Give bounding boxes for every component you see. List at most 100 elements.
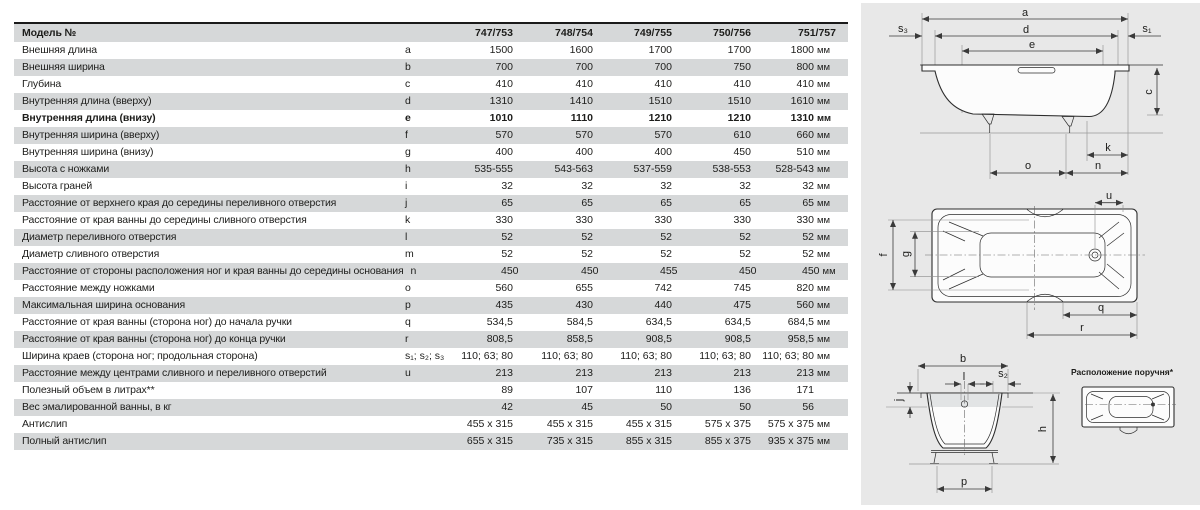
value-cell: 570 — [654, 129, 672, 141]
value-cell: 538-553 — [712, 163, 751, 175]
value-cell: 400 — [575, 146, 593, 158]
dim-label-o: o — [1025, 160, 1031, 172]
unit-label: мм — [817, 147, 831, 158]
value-cell-with-unit: 52 мм — [751, 246, 848, 263]
end-view-diagram: b — [886, 353, 1060, 493]
value-cell: 110; 63; 80 — [699, 350, 751, 362]
table-row: Внешняя длина a 1500 1600 1700 1700 1800 мм — [14, 42, 848, 59]
value-cell: 745 — [733, 282, 751, 294]
dim-letter: k — [405, 214, 411, 226]
value-cell: 1010 — [489, 112, 513, 124]
value-cell: 410 — [495, 78, 513, 90]
dim-label-a: a — [1022, 7, 1029, 19]
value-cell: 742 — [654, 282, 672, 294]
value-cell-with-unit: 330 мм — [751, 212, 848, 229]
value-cell: 450 — [739, 265, 757, 277]
unit-label: мм — [817, 300, 831, 311]
dim-label-d: d — [1023, 24, 1029, 36]
row-label: Диаметр сливного отверстия — [22, 248, 160, 260]
value-cell: 855 x 315 — [625, 435, 672, 447]
unit-label: мм — [817, 62, 831, 73]
dim-letter: i — [405, 180, 408, 192]
value-number: 171 — [796, 384, 814, 396]
unit-label: мм — [817, 79, 831, 90]
value-cell: 110; 63; 80 — [541, 350, 593, 362]
value-number: 1310 — [790, 112, 814, 124]
table-row: Расстояние между ножками o 560 655 742 745 820… — [14, 280, 848, 297]
handle-position-caption: Расположение поручня* — [1071, 367, 1174, 377]
value-cell: 213 — [495, 367, 513, 379]
value-number: 820 — [796, 282, 814, 294]
table-rows: Внешняя длина a 1500 1600 1700 1700 1800 мм Внеш… — [14, 42, 848, 450]
row-label: Расстояние между центрами сливного и пер… — [22, 367, 327, 379]
value-cell: 213 — [654, 367, 672, 379]
value-cell: 45 — [581, 401, 593, 413]
value-cell-with-unit: 660 мм — [751, 127, 848, 144]
value-cell-with-unit: 65 мм — [751, 195, 848, 212]
value-cell: 1410 — [569, 95, 593, 107]
value-cell-with-unit: 32 мм — [751, 178, 848, 195]
value-number: 32 — [802, 180, 814, 192]
value-number: 935 x 375 — [767, 435, 814, 447]
value-cell: 52 — [739, 231, 751, 243]
value-cell-with-unit: 1310 мм — [751, 110, 848, 127]
dim-letter: s₁; s₂; s₃ — [405, 350, 445, 362]
value-cell: 32 — [581, 180, 593, 192]
row-label: Расстояние от верхнего края до середины … — [22, 197, 337, 209]
unit-label: мм — [817, 215, 831, 226]
value-cell: 700 — [654, 61, 672, 73]
row-label: Антислип — [22, 418, 68, 430]
unit-label: мм — [822, 266, 836, 277]
value-cell: 1310 — [489, 95, 513, 107]
dim-label-s1: s₁ — [1142, 23, 1152, 35]
value-cell: 440 — [654, 299, 672, 311]
value-number: 575 x 375 — [767, 418, 814, 430]
value-cell: 110; 63; 80 — [461, 350, 513, 362]
unit-label: мм — [817, 232, 831, 243]
model-column-header: 747/753 — [475, 27, 513, 39]
row-label: Полезный объем в литрах** — [22, 384, 155, 396]
value-cell-with-unit: 56 — [751, 399, 848, 416]
value-number: 65 — [802, 197, 814, 209]
value-cell-with-unit: 1610 мм — [751, 93, 848, 110]
table-row: Внутренняя ширина (внизу) g 400 400 400 450 51… — [14, 144, 848, 161]
value-number: 410 — [796, 78, 814, 90]
value-cell: 750 — [733, 61, 751, 73]
value-cell-with-unit: 410 мм — [751, 76, 848, 93]
table-row: Высота граней i 32 32 32 32 32 мм — [14, 178, 848, 195]
value-cell: 1700 — [727, 44, 751, 56]
value-cell: 455 x 315 — [625, 418, 672, 430]
value-cell: 330 — [575, 214, 593, 226]
dim-letter: r — [405, 333, 409, 345]
value-number: 56 — [802, 401, 814, 413]
dim-letter: e — [405, 112, 411, 124]
table-row: Полезный объем в литрах** 89 107 110 136 171 — [14, 382, 848, 399]
unit-label: мм — [817, 249, 831, 260]
dim-letter: o — [405, 282, 411, 294]
value-cell-with-unit: 171 — [751, 382, 848, 399]
table-row: Внутренняя ширина (вверху) f 570 570 570 610 6… — [14, 127, 848, 144]
value-cell-with-unit: 528-543 мм — [751, 161, 848, 178]
value-cell: 52 — [660, 231, 672, 243]
dim-label-g: g — [900, 251, 912, 257]
value-cell: 400 — [654, 146, 672, 158]
value-cell-with-unit: 213 мм — [751, 365, 848, 382]
row-label: Вес эмалированной ванны, в кг — [22, 401, 172, 413]
unit-label — [814, 399, 838, 416]
table-row: Расстояние от края ванны (сторона ног) д… — [14, 314, 848, 331]
value-cell-with-unit: 958,5 мм — [751, 331, 848, 348]
row-label: Глубина — [22, 78, 62, 90]
dimension-diagrams: a d s₃ s₁ e c k o n — [878, 7, 1176, 493]
table-row: Глубина c 410 410 410 410 410 мм — [14, 76, 848, 93]
value-cell: 89 — [501, 384, 513, 396]
value-cell: 855 x 375 — [704, 435, 751, 447]
table-header-row: Модель № 747/753 748/754 749/755 750/756… — [14, 24, 848, 42]
value-cell: 65 — [660, 197, 672, 209]
row-label: Внутренняя ширина (вверху) — [22, 129, 160, 141]
value-cell: 110 — [655, 384, 672, 396]
value-cell-with-unit: 935 x 375 мм — [751, 433, 848, 450]
dim-letter: d — [405, 95, 411, 107]
value-cell: 410 — [733, 78, 751, 90]
value-cell: 700 — [575, 61, 593, 73]
unit-label: мм — [817, 436, 831, 447]
